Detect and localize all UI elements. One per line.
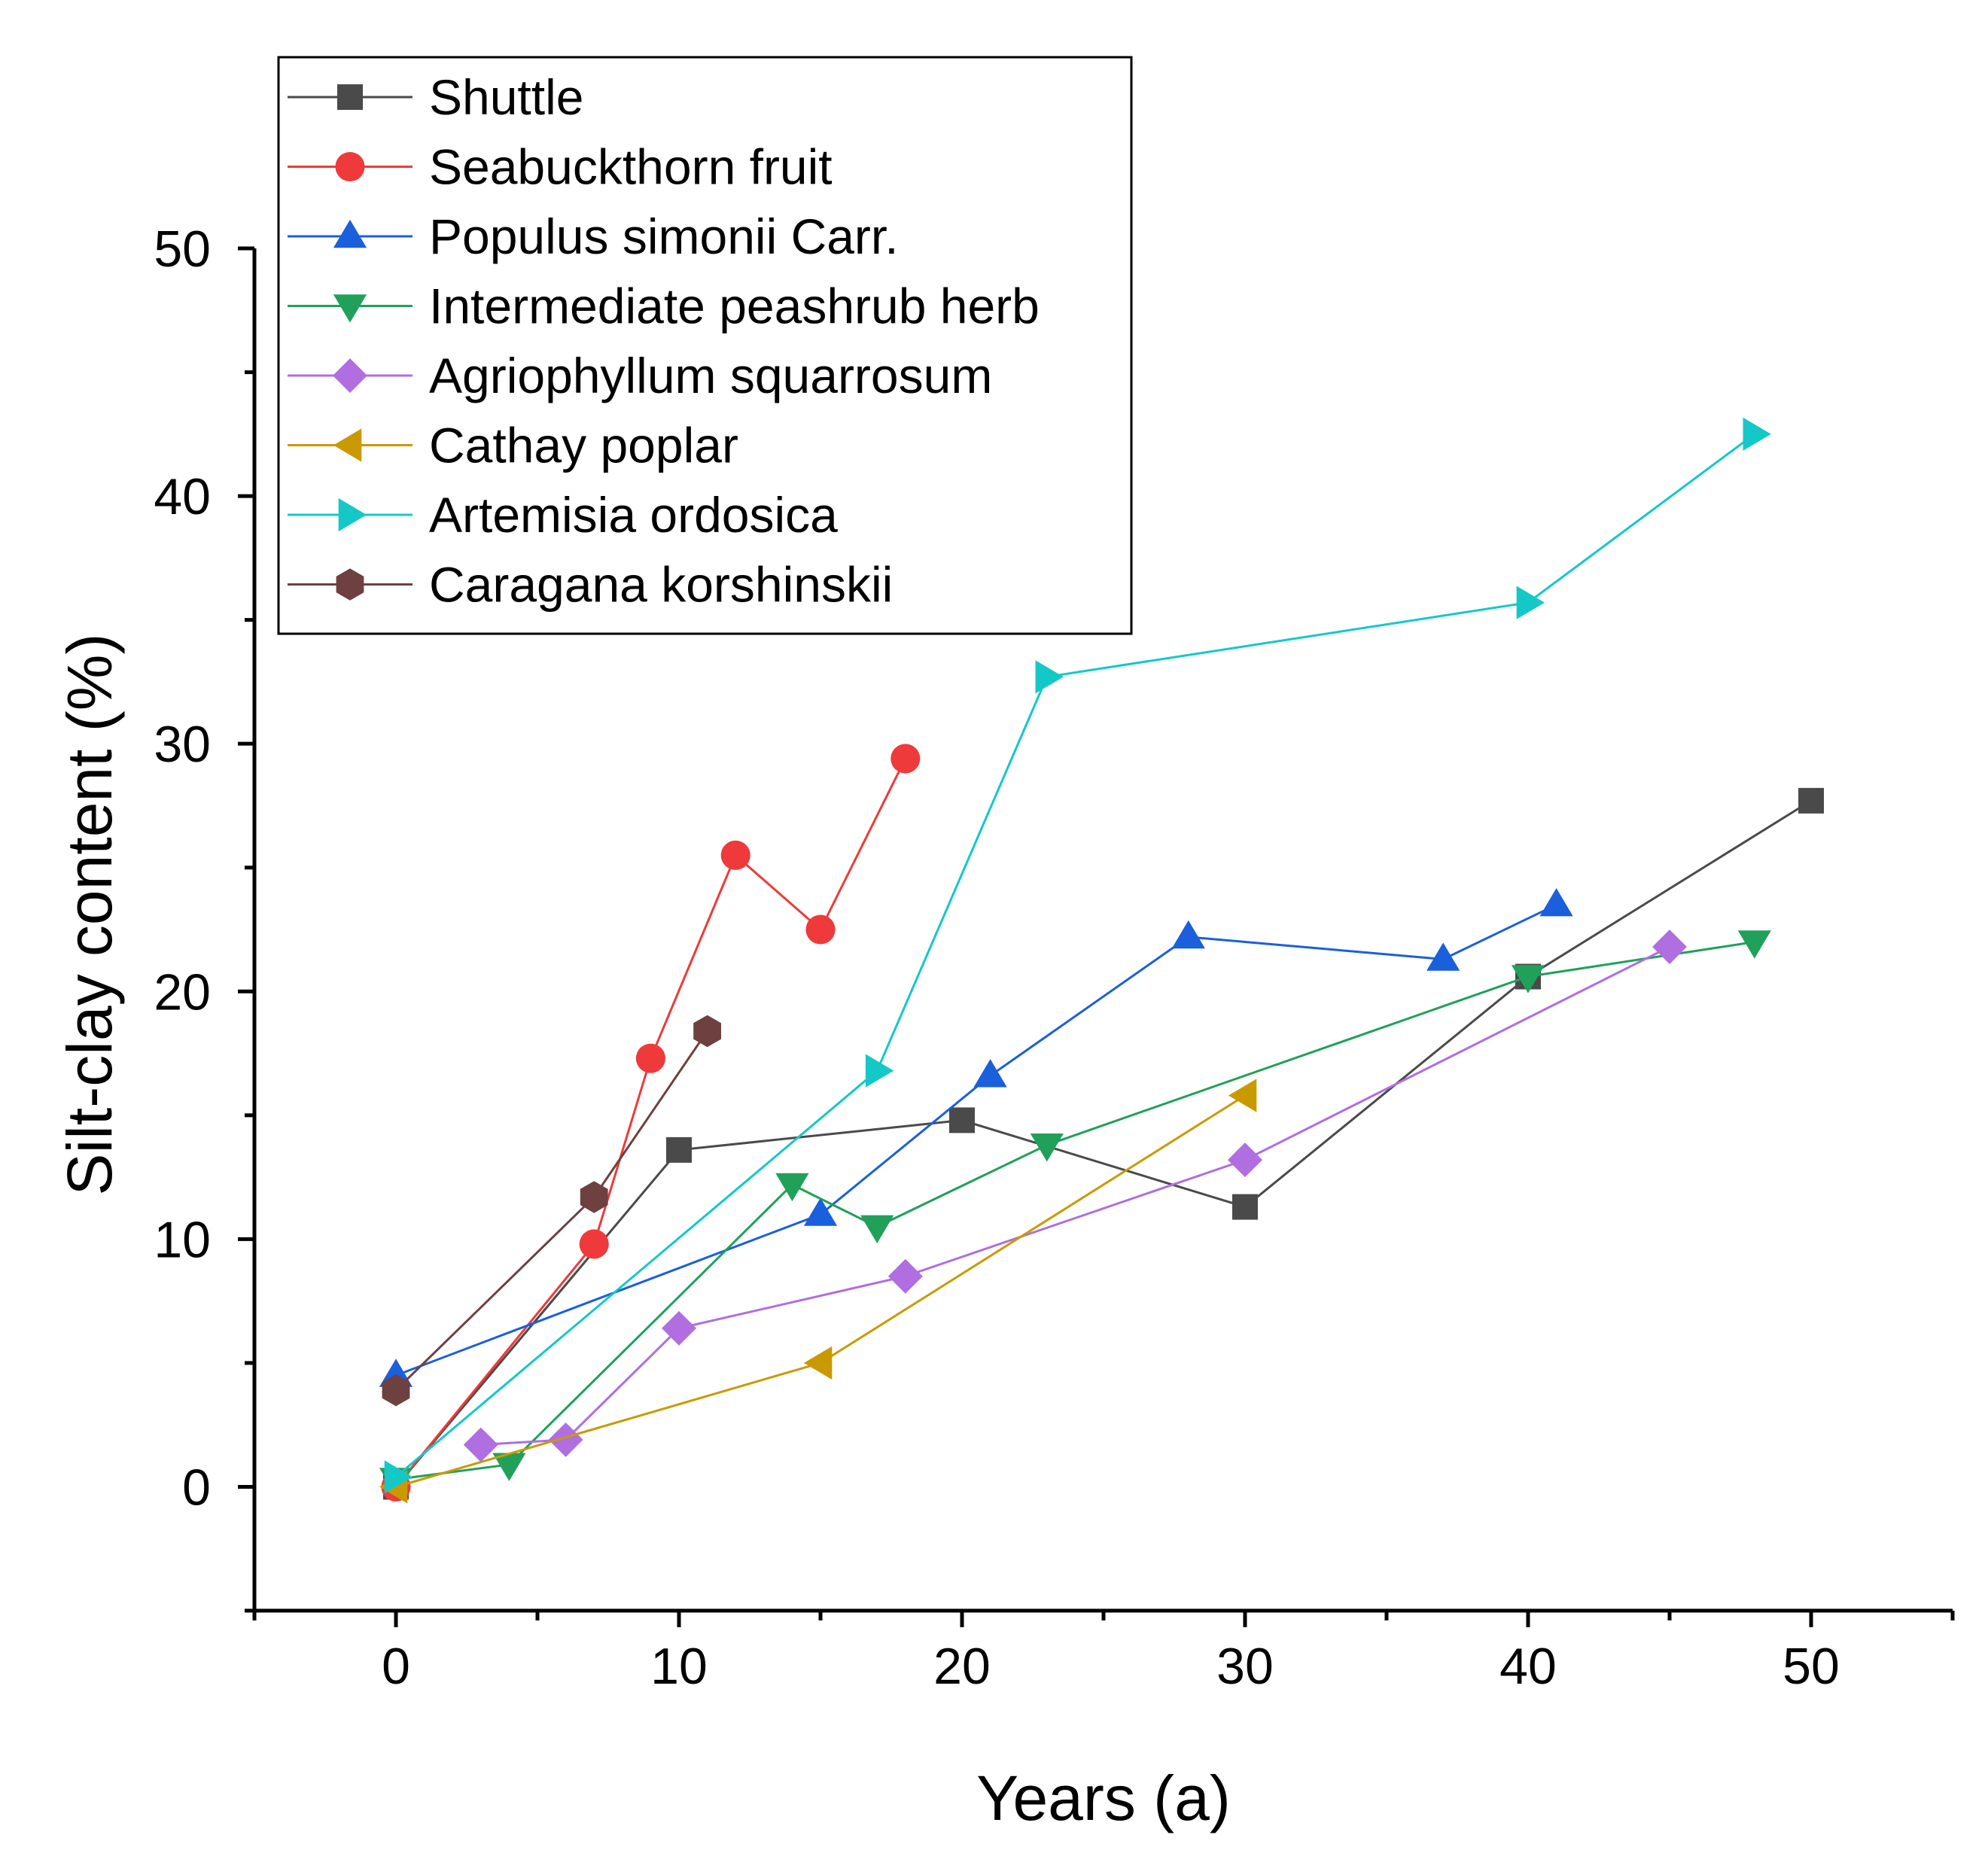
legend-item-agriophyllum-squarrosum: Agriophyllum squarrosum <box>288 348 992 403</box>
legend: Shuttle Seabuckthorn fruit Populus simonii… <box>277 56 1133 635</box>
series-line-seabuckthorn-fruit <box>394 758 907 1488</box>
legend-marker <box>333 358 367 393</box>
series-shuttle <box>383 787 1824 1500</box>
data-point-intermediate-peashrub-herb <box>860 1215 894 1243</box>
axes: 0 10 20 30 40 50 0 10 20 30 40 50 <box>154 221 1955 1695</box>
series-artemisia-ordosica <box>384 417 1771 1494</box>
data-point-artemisia-ordosica <box>1035 660 1064 694</box>
legend-marker <box>333 428 362 462</box>
x-tick-label: 20 <box>933 1638 991 1695</box>
data-point-populus-simonii-carr <box>803 1197 838 1226</box>
data-point-artemisia-ordosica <box>1743 417 1771 451</box>
data-point-caragana-korshinskii <box>693 1015 721 1048</box>
data-point-shuttle <box>1798 787 1824 814</box>
y-tick-label: 20 <box>154 963 211 1021</box>
x-tick-label: 50 <box>1783 1638 1840 1695</box>
series-cathay-poplar <box>379 1079 1257 1504</box>
legend-item-intermediate-peashrub-herb: Intermediate peashrub herb <box>288 278 1040 334</box>
data-point-agriophyllum-squarrosum <box>548 1422 583 1457</box>
legend-item-shuttle: Shuttle <box>288 69 583 125</box>
legend-label: Agriophyllum squarrosum <box>429 348 992 403</box>
data-point-shuttle <box>1232 1194 1258 1220</box>
legend-marker <box>337 84 363 110</box>
legend-item-cathay-poplar: Cathay poplar <box>288 418 738 473</box>
data-point-artemisia-ordosica <box>384 1460 413 1494</box>
data-point-populus-simonii-carr <box>1539 888 1573 917</box>
legend-label: Caragana korshinskii <box>429 557 893 613</box>
series-seabuckthorn-fruit <box>381 744 921 1502</box>
data-point-agriophyllum-squarrosum <box>1228 1143 1262 1177</box>
x-tick-label: 30 <box>1216 1638 1274 1695</box>
data-point-seabuckthorn-fruit <box>805 914 836 945</box>
series-line-populus-simonii-carr <box>395 903 1557 1377</box>
data-point-cathay-poplar <box>803 1346 833 1380</box>
data-point-agriophyllum-squarrosum <box>463 1427 498 1462</box>
series-line-caragana-korshinskii <box>394 1030 708 1392</box>
series-line-cathay-poplar <box>395 1094 1246 1488</box>
legend-marker <box>338 497 367 532</box>
legend-label: Seabuckthorn fruit <box>429 139 833 195</box>
data-point-seabuckthorn-fruit <box>635 1043 665 1073</box>
data-point-intermediate-peashrub-herb <box>775 1173 809 1202</box>
data-point-intermediate-peashrub-herb <box>1030 1133 1064 1162</box>
legend-marker <box>335 151 365 182</box>
legend-label: Shuttle <box>429 69 583 125</box>
series-caragana-korshinskii <box>382 1015 721 1407</box>
x-tick-label: 0 <box>382 1638 410 1695</box>
series-line-intermediate-peashrub-herb <box>395 941 1755 1481</box>
data-point-artemisia-ordosica <box>1516 586 1545 619</box>
data-point-seabuckthorn-fruit <box>720 840 750 870</box>
data-point-caragana-korshinskii <box>382 1374 410 1407</box>
y-tick-label: 30 <box>154 716 211 773</box>
data-point-shuttle <box>949 1107 975 1133</box>
y-tick-label: 40 <box>154 468 211 525</box>
series-line-agriophyllum-squarrosum <box>480 945 1670 1446</box>
legend-label: Populus simonii Carr. <box>429 208 899 264</box>
legend-marker <box>333 219 367 248</box>
y-tick-label: 10 <box>154 1211 211 1268</box>
series-populus-simonii-carr <box>379 888 1573 1387</box>
legend-marker <box>336 568 364 601</box>
legend-item-populus-simonii-carr: Populus simonii Carr. <box>288 208 899 264</box>
legend-box <box>277 56 1133 635</box>
data-point-populus-simonii-carr <box>973 1059 1007 1088</box>
data-point-agriophyllum-squarrosum <box>662 1310 696 1346</box>
data-point-shuttle <box>666 1136 692 1163</box>
y-axis-title: Silt-clay content (%) <box>54 634 125 1196</box>
data-point-populus-simonii-carr <box>1171 920 1205 949</box>
legend-item-caragana-korshinskii: Caragana korshinskii <box>288 557 893 613</box>
data-point-seabuckthorn-fruit <box>890 744 921 774</box>
series-agriophyllum-squarrosum <box>463 930 1687 1462</box>
y-tick-label: 0 <box>182 1459 211 1516</box>
legend-marker <box>333 294 367 323</box>
data-point-intermediate-peashrub-herb <box>1511 965 1545 993</box>
data-point-intermediate-peashrub-herb <box>1737 930 1771 959</box>
x-tick-label: 40 <box>1499 1638 1557 1695</box>
data-point-artemisia-ordosica <box>865 1054 894 1088</box>
x-axis-title: Years (a) <box>976 1763 1231 1833</box>
y-tick-label: 50 <box>154 221 211 278</box>
data-point-populus-simonii-carr <box>1426 942 1460 971</box>
legend-label: Intermediate peashrub herb <box>429 278 1040 334</box>
series-line-shuttle <box>394 799 1812 1488</box>
data-point-seabuckthorn-fruit <box>579 1229 609 1259</box>
series-layer <box>379 417 1824 1504</box>
legend-label: Cathay poplar <box>429 418 738 473</box>
data-point-agriophyllum-squarrosum <box>1652 930 1687 964</box>
data-point-agriophyllum-squarrosum <box>887 1258 923 1294</box>
legend-item-seabuckthorn-fruit: Seabuckthorn fruit <box>288 139 833 195</box>
data-point-cathay-poplar <box>1228 1079 1257 1112</box>
series-intermediate-peashrub-herb <box>379 930 1771 1496</box>
data-point-intermediate-peashrub-herb <box>492 1453 526 1481</box>
data-point-caragana-korshinskii <box>580 1181 608 1213</box>
legend-label: Artemisia ordosica <box>429 487 838 543</box>
x-tick-label: 10 <box>650 1638 708 1695</box>
legend-item-artemisia-ordosica: Artemisia ordosica <box>288 487 838 543</box>
